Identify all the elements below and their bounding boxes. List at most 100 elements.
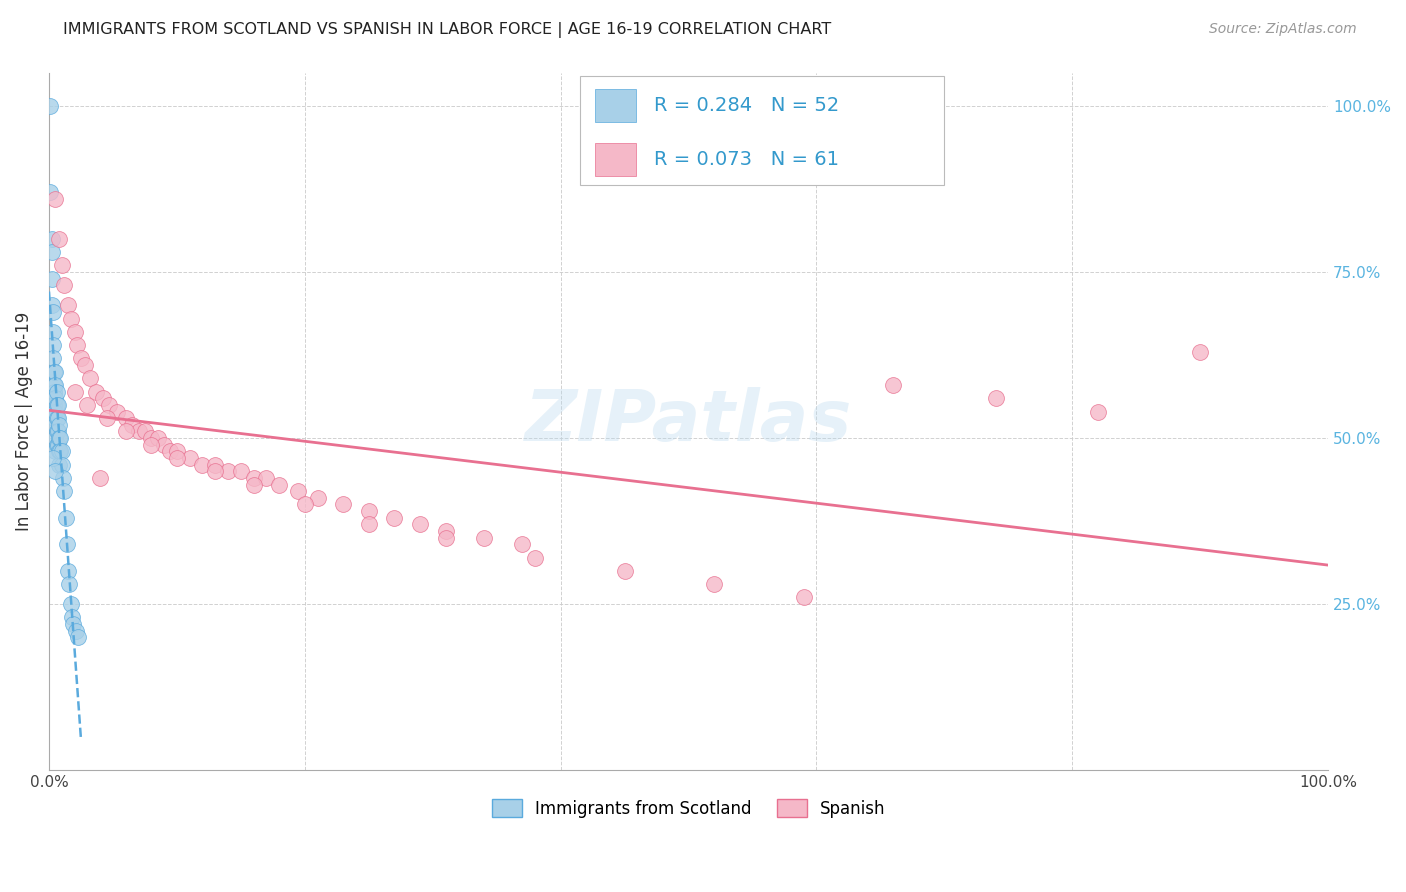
Text: ZIPatlas: ZIPatlas xyxy=(524,387,852,456)
Point xyxy=(56,298,79,312)
Point xyxy=(76,398,98,412)
Point xyxy=(42,338,65,352)
Point xyxy=(46,398,69,412)
Point xyxy=(91,391,114,405)
Point xyxy=(45,411,67,425)
Point xyxy=(44,192,66,206)
Point xyxy=(1087,404,1109,418)
Point xyxy=(44,391,66,405)
Point xyxy=(84,384,107,399)
Point xyxy=(55,510,77,524)
Point xyxy=(41,272,63,286)
Point xyxy=(242,471,264,485)
Point xyxy=(882,378,904,392)
Point xyxy=(44,431,66,445)
Point xyxy=(70,351,93,366)
Point xyxy=(48,444,70,458)
Point xyxy=(56,537,79,551)
Point xyxy=(287,484,309,499)
Text: IMMIGRANTS FROM SCOTLAND VS SPANISH IN LABOR FORCE | AGE 16-19 CORRELATION CHART: IMMIGRANTS FROM SCOTLAND VS SPANISH IN L… xyxy=(63,22,831,38)
Point xyxy=(59,311,82,326)
Point xyxy=(41,232,63,246)
Point xyxy=(51,458,73,472)
Point xyxy=(45,398,67,412)
Point xyxy=(159,444,181,458)
Point xyxy=(357,517,380,532)
Point xyxy=(48,431,70,445)
Text: Source: ZipAtlas.com: Source: ZipAtlas.com xyxy=(1209,22,1357,37)
Point xyxy=(357,504,380,518)
Point xyxy=(510,537,533,551)
Point xyxy=(434,531,457,545)
Point xyxy=(44,444,66,458)
Point xyxy=(39,99,62,113)
Point xyxy=(51,259,73,273)
Point xyxy=(382,510,405,524)
Point xyxy=(39,186,62,200)
Point xyxy=(44,365,66,379)
Point xyxy=(204,464,226,478)
Point xyxy=(42,351,65,366)
Point xyxy=(114,425,136,439)
Point xyxy=(166,450,188,465)
Point xyxy=(51,444,73,458)
Point xyxy=(166,444,188,458)
Point xyxy=(42,411,65,425)
Point xyxy=(472,531,495,545)
Point xyxy=(45,425,67,439)
Point xyxy=(52,471,75,485)
Point xyxy=(141,438,163,452)
Point xyxy=(134,425,156,439)
Point xyxy=(269,477,291,491)
Point xyxy=(63,384,86,399)
Point xyxy=(44,378,66,392)
Point xyxy=(1189,344,1212,359)
Point xyxy=(409,517,432,532)
Point xyxy=(141,431,163,445)
Point xyxy=(41,298,63,312)
Point xyxy=(96,411,118,425)
Point xyxy=(98,398,121,412)
Point xyxy=(89,471,111,485)
Point xyxy=(46,411,69,425)
Point xyxy=(703,577,725,591)
FancyBboxPatch shape xyxy=(579,77,945,185)
Point xyxy=(42,398,65,412)
Point xyxy=(67,630,90,644)
Point xyxy=(242,477,264,491)
Point xyxy=(434,524,457,538)
Point xyxy=(48,417,70,432)
Point xyxy=(45,384,67,399)
Point xyxy=(42,325,65,339)
Point xyxy=(332,498,354,512)
Point xyxy=(65,624,87,638)
Point xyxy=(114,411,136,425)
Point xyxy=(53,484,76,499)
Point xyxy=(121,417,143,432)
Bar xyxy=(595,89,636,122)
Point xyxy=(146,431,169,445)
Legend: Immigrants from Scotland, Spanish: Immigrants from Scotland, Spanish xyxy=(485,792,891,824)
Point xyxy=(307,491,329,505)
Point xyxy=(60,610,83,624)
Point xyxy=(48,232,70,246)
Point xyxy=(66,338,89,352)
Text: R = 0.073   N = 61: R = 0.073 N = 61 xyxy=(654,150,839,169)
Point xyxy=(42,384,65,399)
Point xyxy=(44,404,66,418)
Point xyxy=(229,464,252,478)
Point xyxy=(191,458,214,472)
Point xyxy=(793,591,815,605)
Point xyxy=(128,425,150,439)
Point xyxy=(44,417,66,432)
Text: R = 0.284   N = 52: R = 0.284 N = 52 xyxy=(654,96,839,115)
Point xyxy=(42,365,65,379)
Point xyxy=(49,431,72,445)
Point xyxy=(294,498,316,512)
Point xyxy=(58,577,80,591)
Point xyxy=(49,444,72,458)
Point xyxy=(48,458,70,472)
Point xyxy=(42,378,65,392)
Point xyxy=(59,597,82,611)
Point xyxy=(46,425,69,439)
